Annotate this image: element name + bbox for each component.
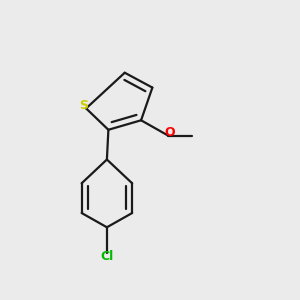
Text: O: O [165,126,175,139]
Text: S: S [79,99,88,112]
Text: Cl: Cl [100,250,113,263]
